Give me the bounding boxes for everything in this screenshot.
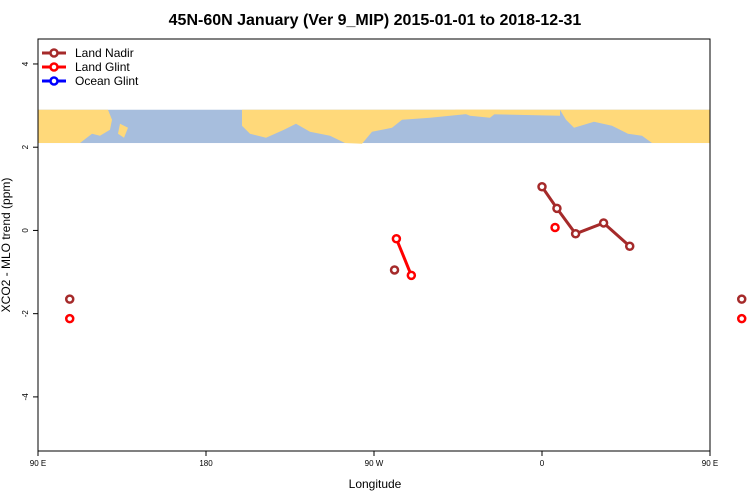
series-line (540, 185, 631, 248)
data-point (552, 203, 562, 214)
x-tick-label: 90 E (702, 459, 718, 468)
legend-entry: Land Glint (75, 60, 130, 74)
world-map-band (38, 109, 710, 144)
land-shape (455, 109, 500, 118)
chart-title: 45N-60N January (Ver 9_MIP) 2015-01-01 t… (169, 12, 582, 29)
plot-frame (37, 38, 711, 452)
data-point (64, 313, 75, 324)
x-tick-label: 90 E (30, 459, 46, 468)
y-axis: 4 2 0 -2 -4 (21, 61, 38, 400)
series-land-nadir (64, 181, 747, 304)
legend-marker (49, 76, 59, 86)
legend-marker (49, 48, 59, 58)
data-point (550, 222, 560, 233)
legend-entry: Land Nadir (75, 46, 134, 60)
y-tick-label: 2 (21, 144, 30, 149)
data-point (736, 294, 747, 304)
x-tick-label: 0 (540, 459, 545, 468)
series-land-glint (64, 222, 747, 324)
data-point (391, 234, 402, 244)
legend-marker (49, 62, 59, 72)
series-line (395, 238, 413, 276)
data-point (736, 313, 747, 324)
y-tick-label: -4 (21, 393, 30, 401)
land-shape (658, 125, 668, 140)
data-point (570, 229, 581, 239)
data-point (624, 241, 635, 251)
x-axis-label: Longitude (349, 477, 402, 491)
x-axis: 90 E 180 90 W 0 90 E (30, 451, 718, 468)
data-point (389, 265, 400, 275)
y-tick-label: 0 (21, 228, 30, 233)
data-point (406, 270, 417, 281)
data-point (537, 181, 547, 192)
y-tick-label: -2 (21, 310, 30, 318)
y-tick-label: 4 (21, 61, 30, 66)
x-tick-label: 90 W (365, 459, 384, 468)
land-shape (38, 109, 112, 144)
data-point (598, 218, 609, 228)
y-axis-label: XCO2 - MLO trend (ppm) (0, 178, 13, 313)
plot-area (64, 181, 747, 324)
legend-entry: Ocean Glint (75, 74, 139, 88)
land-shape (686, 113, 696, 124)
land-shape (242, 109, 560, 144)
land-shape (560, 109, 710, 144)
land-shape (118, 123, 128, 138)
data-point (64, 294, 75, 304)
x-tick-label: 180 (199, 459, 213, 468)
